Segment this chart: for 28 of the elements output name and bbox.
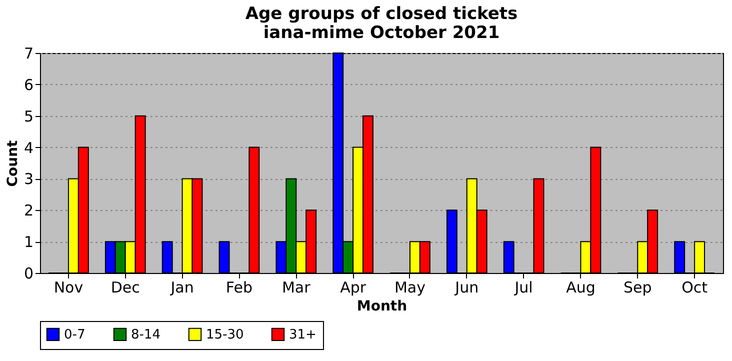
- legend-label: 31+: [289, 327, 316, 342]
- x-tick-label: Jun: [454, 278, 479, 296]
- x-tick-label: Mar: [282, 278, 312, 296]
- y-tick-label: 0: [24, 264, 34, 282]
- y-tick-label: 1: [24, 233, 34, 252]
- y-tick-label: 2: [24, 202, 34, 220]
- x-tick-label: Sep: [623, 278, 652, 296]
- x-tick-label: Nov: [54, 278, 84, 296]
- y-tick-label: 5: [24, 107, 34, 126]
- x-tick-label: Jan: [170, 278, 194, 296]
- y-tick-label: 3: [24, 170, 34, 188]
- legend-label: 15-30: [206, 327, 244, 342]
- chart-title: Age groups of closed tickets: [245, 4, 518, 24]
- x-tick-label: Jul: [514, 278, 533, 296]
- x-tick-label: Dec: [110, 278, 140, 296]
- legend-label: 8-14: [131, 327, 161, 342]
- y-axis-title: Count: [4, 140, 21, 187]
- legend-label: 0-7: [64, 327, 86, 342]
- chart-subtitle: iana-mime October 2021: [263, 23, 500, 43]
- x-axis-title: Month: [356, 298, 408, 314]
- x-tick-label: Aug: [566, 278, 596, 296]
- x-tick-label: Oct: [682, 278, 708, 296]
- x-tick-label: May: [394, 278, 426, 296]
- x-tick-label: Apr: [340, 278, 367, 296]
- y-tick-label: 7: [24, 44, 34, 62]
- y-tick-label: 4: [24, 138, 34, 157]
- y-tick-label: 6: [24, 76, 34, 94]
- x-tick-label: Feb: [226, 278, 252, 296]
